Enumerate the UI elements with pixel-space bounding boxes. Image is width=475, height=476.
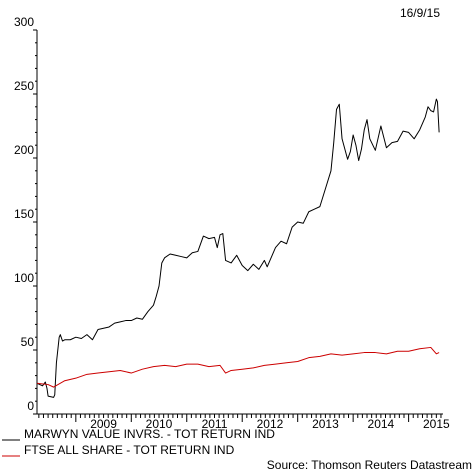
series-line-1 [36,98,440,398]
y-tick-label: 150 [14,207,34,221]
x-axis-ticks: 2009 2010 2011 2012 2013 2014 2015 [38,414,450,431]
legend: MARWYN VALUE INVRS. - TOT RETURN IND FTSE… [2,427,275,457]
x-tick-label: 2009 [90,417,117,431]
y-tick-label: 250 [14,79,34,93]
series-lines [36,98,440,398]
legend-label-2: FTSE ALL SHARE - TOT RETURN IND [24,443,235,457]
x-tick-label: 2015 [423,417,450,431]
x-tick-label: 2012 [257,417,284,431]
y-tick-label: 50 [21,335,35,349]
source-note: Source: Thomson Reuters Datastream [267,458,472,472]
legend-label-1: MARWYN VALUE INVRS. - TOT RETURN IND [24,427,275,441]
y-tick-label: 0 [27,399,34,413]
axes [36,30,443,415]
y-axis-ticks: 0 50 100 150 200 250 300 [14,15,37,415]
x-tick-label: 2013 [312,417,339,431]
x-tick-label: 2014 [368,417,395,431]
y-tick-label: 100 [14,271,34,285]
x-tick-label: 2010 [146,417,173,431]
y-tick-label: 300 [14,15,34,29]
x-tick-label: 2011 [202,417,228,431]
series-line-2 [36,346,440,388]
y-tick-label: 200 [14,143,34,157]
date-stamp: 16/9/15 [400,6,440,20]
